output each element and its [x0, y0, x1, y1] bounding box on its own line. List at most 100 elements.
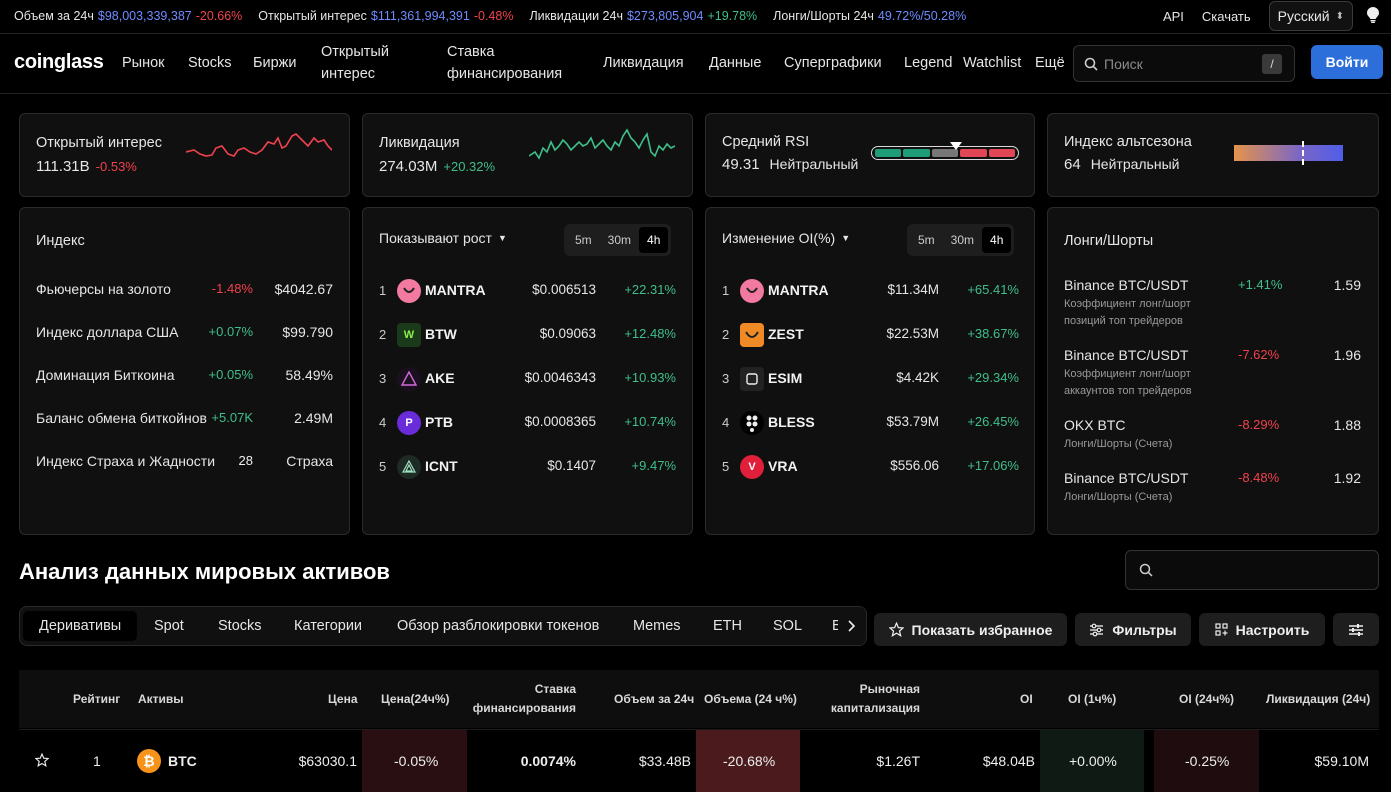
- symbol: ZEST: [768, 326, 804, 342]
- oi-row[interactable]: 3 ESIM $4.42K +29.34%: [722, 365, 1019, 393]
- nav-item-legend[interactable]: Legend: [904, 55, 953, 71]
- show-favorites-button[interactable]: Показать избранное: [874, 613, 1067, 646]
- tf-30m[interactable]: 30m: [950, 233, 975, 247]
- nav-item-funding-rate[interactable]: Ставка финансирования: [447, 44, 563, 82]
- th-oi[interactable]: OI: [1020, 692, 1033, 706]
- gainer-row[interactable]: 3 AKE $0.0046343 +10.93%: [379, 365, 676, 393]
- login-button[interactable]: Войти: [1311, 45, 1383, 79]
- nav-item-supercharts[interactable]: Суперграфики: [784, 55, 882, 71]
- oi-change-dropdown[interactable]: Изменение OI(%) ▼: [722, 230, 850, 246]
- th-liquidation-24h[interactable]: Ликвидация (24ч): [1266, 692, 1371, 706]
- nav-item-stocks[interactable]: Stocks: [188, 55, 232, 71]
- table-row[interactable]: 1 ₿ BTC $63030.1 -0.05% 0.0074% $33.48B …: [19, 729, 1379, 792]
- liquidation-card[interactable]: Ликвидация 274.03M +20.32%: [362, 113, 693, 197]
- volume-24h: $33.48B: [638, 753, 691, 769]
- gainer-row[interactable]: 1 MANTRA $0.006513 +22.31%: [379, 277, 676, 305]
- altseason-card[interactable]: Индекс альтсезона 64 Нейтральный: [1047, 113, 1379, 197]
- index-change: +0.07%: [208, 324, 253, 339]
- ticker-value: $111,361,994,391: [370, 9, 470, 23]
- customize-button[interactable]: Настроить: [1199, 613, 1325, 646]
- gainer-row[interactable]: 5 ICNT $0.1407 +9.47%: [379, 453, 676, 481]
- th-mcap-line1: Рыночная: [859, 682, 920, 696]
- long-short-row[interactable]: OKX BTC Лонги/Шорты (Счета) -8.29% 1.88: [1064, 417, 1361, 453]
- tf-4h[interactable]: 4h: [982, 227, 1012, 253]
- ratio-type: Лонги/Шорты (Счета): [1064, 491, 1173, 503]
- th-rank[interactable]: Рейтинг: [73, 692, 121, 706]
- index-row[interactable]: Индекс доллара США +0.07% $99.790: [36, 324, 333, 344]
- oi-row[interactable]: 1 MANTRA $11.34M +65.41%: [722, 277, 1019, 305]
- tab-spot[interactable]: Spot: [154, 618, 184, 634]
- symbol: ICNT: [425, 458, 458, 474]
- download-link[interactable]: Скачать: [1201, 8, 1251, 24]
- nav-item-more[interactable]: Ещё: [1035, 55, 1065, 71]
- tab-eth[interactable]: ETH: [713, 618, 742, 634]
- card-value: 64 Нейтральный: [1064, 156, 1179, 173]
- index-row[interactable]: Индекс Страха и Жадности 28 Страха: [36, 453, 333, 473]
- ticker-label: Лонги/Шорты 24ч: [773, 9, 874, 23]
- language-select[interactable]: Русский ⬍: [1268, 1, 1353, 31]
- long-short-row[interactable]: Binance BTC/USDT Коэффициент лонг/шорт п…: [1064, 277, 1361, 330]
- oi-row[interactable]: 2 ZEST $22.53M +38.67%: [722, 321, 1019, 349]
- oi-row[interactable]: 4 BLESS $53.79M +26.45%: [722, 409, 1019, 437]
- ratio: 1.96: [1333, 347, 1361, 363]
- index-change: -1.48%: [211, 281, 253, 296]
- nav-item-exchanges[interactable]: Биржи: [253, 55, 297, 71]
- gainer-row[interactable]: 4 P PTB $0.0008365 +10.74%: [379, 409, 676, 437]
- th-funding[interactable]: Ставка финансирования: [473, 680, 576, 718]
- gainer-row[interactable]: 2 W BTW $0.09063 +12.48%: [379, 321, 676, 349]
- tab-sol[interactable]: SOL: [773, 618, 803, 634]
- rank: 1: [722, 283, 730, 298]
- oi-value: $11.34M: [887, 282, 939, 297]
- price-24h-cell-bg: [362, 730, 467, 792]
- rsi-card[interactable]: Средний RSI 49.31 Нейтральный: [705, 113, 1035, 197]
- ticker-change: -20.66%: [195, 9, 243, 23]
- oi-row[interactable]: 5 V VRA $556.06 +17.06%: [722, 453, 1019, 481]
- long-short-row[interactable]: Binance BTC/USDT Коэффициент лонг/шорт а…: [1064, 347, 1361, 400]
- tf-4h[interactable]: 4h: [639, 227, 669, 253]
- th-price[interactable]: Цена: [328, 692, 358, 706]
- th-asset[interactable]: Активы: [138, 692, 184, 706]
- tf-30m[interactable]: 30m: [607, 233, 632, 247]
- tf-5m[interactable]: 5m: [918, 233, 935, 247]
- settings-button[interactable]: [1333, 613, 1379, 646]
- index-row[interactable]: Доминация Биткоина +0.05% 58.49%: [36, 367, 333, 387]
- nav-item-market[interactable]: Рынок: [122, 55, 165, 71]
- section-title: Анализ данных мировых активов: [19, 559, 390, 584]
- search-input[interactable]: Поиск /: [1073, 45, 1295, 82]
- th-oi-24h[interactable]: OI (24ч%): [1179, 692, 1234, 706]
- tf-5m[interactable]: 5m: [575, 233, 592, 247]
- nav-item-watchlist[interactable]: Watchlist: [963, 55, 1022, 71]
- tab-stocks[interactable]: Stocks: [218, 618, 262, 634]
- asset-search-input[interactable]: [1125, 550, 1379, 590]
- tab-token-unlocks[interactable]: Обзор разблокировки токенов: [397, 618, 600, 634]
- tab-categories[interactable]: Категории: [294, 618, 363, 634]
- logo[interactable]: coinglass: [14, 51, 104, 73]
- th-price-24h[interactable]: Цена(24ч%): [381, 692, 450, 706]
- theme-toggle-icon[interactable]: [1367, 6, 1381, 26]
- chevron-right-icon[interactable]: [838, 607, 866, 645]
- th-oi-1h[interactable]: OI (1ч%): [1068, 692, 1117, 706]
- grid-icon: [1215, 623, 1228, 636]
- th-volume-24h[interactable]: Объем за 24ч: [614, 692, 695, 706]
- long-short-row[interactable]: Binance BTC/USDT Лонги/Шорты (Счета) -8.…: [1064, 470, 1361, 506]
- index-row[interactable]: Баланс обмена биткойнов +5.07K 2.49M: [36, 410, 333, 430]
- th-market-cap[interactable]: Рыночная капитализация: [831, 680, 920, 718]
- index-value: 58.49%: [285, 367, 333, 383]
- th-volume-24h-pct[interactable]: Объема (24 ч%): [704, 692, 797, 706]
- api-link[interactable]: API: [1162, 8, 1184, 24]
- asset-symbol[interactable]: BTC: [168, 753, 197, 769]
- oi-card[interactable]: Открытый интерес 111.31B -0.53%: [19, 113, 350, 197]
- tab-memes[interactable]: Memes: [633, 618, 681, 634]
- ticker-volume: Объем за 24ч $98,003,339,387 -20.66%: [14, 9, 242, 23]
- rank: 4: [379, 415, 387, 430]
- filters-button[interactable]: Фильтры: [1075, 613, 1191, 646]
- nav-item-liquidation[interactable]: Ликвидация: [603, 55, 684, 71]
- tab-derivatives[interactable]: Деривативы: [23, 611, 138, 641]
- nav-item-open-interest[interactable]: Открытый интерес: [321, 44, 389, 82]
- nav-item-data[interactable]: Данные: [709, 55, 762, 71]
- star-icon[interactable]: [34, 752, 50, 770]
- price: $0.09063: [539, 326, 596, 341]
- index-row[interactable]: Фьючерсы на золото -1.48% $4042.67: [36, 281, 333, 301]
- gainers-dropdown[interactable]: Показывают рост ▼: [379, 230, 507, 246]
- top-ticker: Объем за 24ч $98,003,339,387 -20.66% Откры…: [0, 0, 1391, 32]
